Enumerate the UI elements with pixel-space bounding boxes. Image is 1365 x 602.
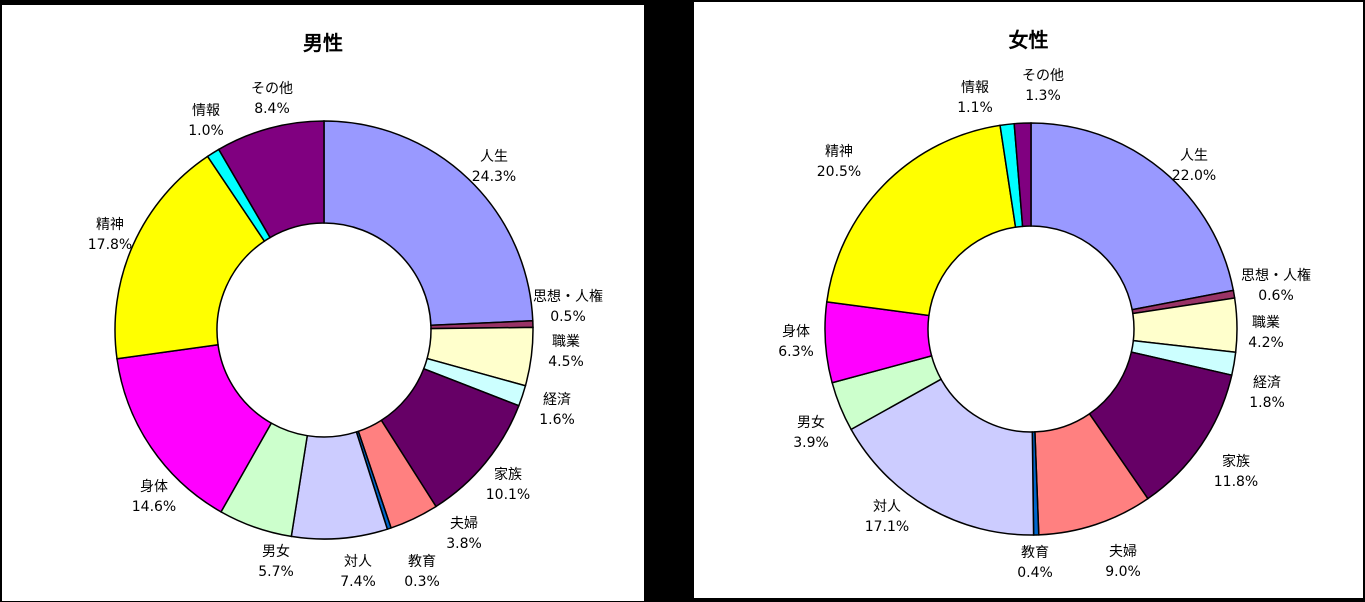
slice-value: 0.4% bbox=[1017, 565, 1053, 581]
slice-value: 3.8% bbox=[446, 536, 482, 552]
slice-label: 家族 10.1% bbox=[486, 465, 530, 505]
slice-name: 夫婦 bbox=[1108, 544, 1137, 560]
slice-label: 夫婦 3.8% bbox=[446, 514, 482, 554]
slice-label: 職業 4.5% bbox=[548, 332, 584, 372]
slice-name: 男女 bbox=[261, 544, 290, 560]
slice-label: 経済 1.8% bbox=[1249, 373, 1285, 413]
chart-title: 女性 bbox=[1008, 28, 1049, 52]
female-donut-chart bbox=[824, 122, 1238, 536]
slice-name: 精神 bbox=[95, 217, 124, 233]
slice-name: 男女 bbox=[796, 415, 825, 431]
slice-label: 教育 0.4% bbox=[1017, 543, 1053, 583]
slice-name: 身体 bbox=[139, 479, 168, 495]
slice-name: 人生 bbox=[1179, 148, 1208, 164]
slice-name: 職業 bbox=[1251, 315, 1280, 331]
slice-value: 1.0% bbox=[188, 123, 224, 139]
slice-value: 1.3% bbox=[1025, 88, 1061, 104]
slice-name: 夫婦 bbox=[449, 516, 478, 532]
slice-name: その他 bbox=[1022, 68, 1064, 84]
slice-value: 9.0% bbox=[1105, 564, 1141, 580]
slice-value: 17.8% bbox=[87, 237, 133, 253]
slice-value: 6.3% bbox=[778, 344, 814, 360]
slice-label: 思想・人権 0.5% bbox=[533, 287, 603, 327]
donut-slice bbox=[1030, 122, 1235, 311]
donut-slice bbox=[114, 155, 266, 360]
slice-label: 家族 11.8% bbox=[1214, 452, 1258, 492]
slice-value: 20.5% bbox=[816, 164, 862, 180]
slice-label: 人生 24.3% bbox=[472, 147, 516, 187]
slice-value: 17.1% bbox=[864, 519, 910, 535]
slice-label: 職業 4.2% bbox=[1248, 313, 1284, 353]
slice-value: 10.1% bbox=[485, 487, 531, 503]
slice-name: 経済 bbox=[1252, 375, 1281, 391]
slice-value: 1.1% bbox=[957, 100, 993, 116]
male-chart-panel: 男性 人生 24.3% 思想・人権 0.5% 職業 4.5% 経済 1.6% 家族 10.1% 夫婦… bbox=[2, 5, 644, 601]
slice-label: 対人 7.4% bbox=[340, 552, 376, 592]
slice-value: 4.2% bbox=[1248, 335, 1284, 351]
slice-value: 24.3% bbox=[471, 169, 517, 185]
slice-value: 3.9% bbox=[793, 435, 829, 451]
female-chart-panel: 女性 人生 22.0% 思想・人権 0.6% 職業 4.2% 経済 1.8% 家族 11.8% 夫婦… bbox=[694, 2, 1363, 598]
slice-name: 対人 bbox=[872, 499, 901, 515]
slice-label: 対人 17.1% bbox=[865, 497, 909, 537]
slice-label: 男女 5.7% bbox=[258, 542, 294, 582]
slice-value: 1.8% bbox=[1249, 395, 1285, 411]
donut-slice bbox=[323, 120, 534, 327]
slice-name: 家族 bbox=[1221, 454, 1250, 470]
slice-name: 対人 bbox=[343, 554, 372, 570]
slice-name: 精神 bbox=[824, 144, 853, 160]
slice-name: 家族 bbox=[493, 467, 522, 483]
donut-slice bbox=[1013, 122, 1032, 228]
donut-slice bbox=[217, 120, 325, 239]
slice-label: 夫婦 9.0% bbox=[1105, 542, 1141, 582]
slice-label: 精神 20.5% bbox=[817, 142, 861, 182]
slice-value: 8.4% bbox=[254, 101, 290, 117]
slice-label: 男女 3.9% bbox=[793, 413, 829, 453]
slice-value: 14.6% bbox=[131, 499, 177, 515]
slice-value: 0.3% bbox=[404, 574, 440, 590]
slice-name: 思想・人権 bbox=[1241, 268, 1311, 284]
slice-name: 職業 bbox=[551, 334, 580, 350]
slice-value: 1.6% bbox=[539, 412, 575, 428]
slice-name: 教育 bbox=[407, 554, 436, 570]
slice-name: 経済 bbox=[542, 392, 571, 408]
slice-label: 身体 6.3% bbox=[778, 322, 814, 362]
slice-label: 教育 0.3% bbox=[404, 552, 440, 592]
slice-label: 身体 14.6% bbox=[132, 477, 176, 517]
slice-value: 0.5% bbox=[550, 309, 586, 325]
slice-name: 教育 bbox=[1020, 545, 1049, 561]
slice-label: 人生 22.0% bbox=[1172, 146, 1216, 186]
slice-name: 身体 bbox=[781, 324, 810, 340]
slice-name: 情報 bbox=[960, 80, 989, 96]
donut-slice bbox=[850, 378, 1035, 536]
slice-label: 思想・人権 0.6% bbox=[1241, 266, 1311, 306]
slice-value: 0.6% bbox=[1258, 288, 1294, 304]
slice-value: 5.7% bbox=[258, 564, 294, 580]
donut-slice bbox=[825, 124, 1017, 317]
slice-value: 4.5% bbox=[548, 354, 584, 370]
slice-name: その他 bbox=[251, 81, 293, 97]
slice-label: その他 1.3% bbox=[1022, 66, 1064, 106]
slice-label: その他 8.4% bbox=[251, 79, 293, 119]
slice-label: 経済 1.6% bbox=[539, 390, 575, 430]
slice-label: 精神 17.8% bbox=[88, 215, 132, 255]
chart-title: 男性 bbox=[303, 31, 343, 55]
slice-value: 7.4% bbox=[340, 574, 376, 590]
slice-name: 情報 bbox=[191, 103, 220, 119]
slice-name: 思想・人権 bbox=[533, 289, 603, 305]
male-donut-chart bbox=[114, 120, 534, 540]
slice-value: 11.8% bbox=[1213, 474, 1259, 490]
slice-label: 情報 1.0% bbox=[188, 101, 224, 141]
slice-value: 22.0% bbox=[1171, 168, 1217, 184]
slice-name: 人生 bbox=[479, 149, 508, 165]
slice-label: 情報 1.1% bbox=[957, 78, 993, 118]
